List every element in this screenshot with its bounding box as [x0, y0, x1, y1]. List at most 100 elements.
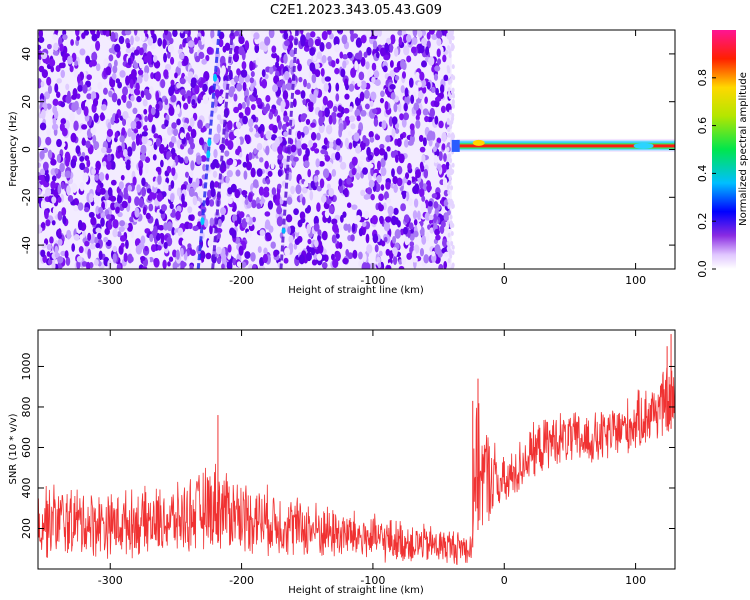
noise-cell	[98, 172, 105, 182]
noise-cell	[46, 43, 52, 50]
noise-cell	[147, 122, 153, 131]
noise-cell	[447, 190, 451, 196]
noise-cell	[124, 30, 132, 36]
noise-cell	[192, 254, 198, 263]
noise-cell	[395, 128, 400, 134]
noise-cell	[135, 55, 142, 64]
noise-cell	[125, 47, 132, 54]
noise-cell	[308, 69, 313, 79]
noise-cell	[242, 115, 248, 125]
noise-cell	[396, 137, 402, 147]
noise-cell	[443, 261, 448, 269]
spectrogram-x-ticks: -300 -200 -100 0 100	[98, 30, 646, 287]
noise-cell	[264, 160, 269, 170]
noise-cell	[400, 85, 405, 94]
noise-cell	[77, 84, 83, 92]
noise-cell	[234, 220, 239, 227]
noise-cell	[290, 144, 297, 153]
streak-line	[196, 30, 221, 269]
noise-cell	[176, 82, 181, 89]
noise-cell	[451, 103, 455, 109]
noise-cell	[328, 187, 335, 197]
noise-cell	[374, 244, 379, 253]
noise-cell	[354, 109, 361, 118]
noise-cell	[52, 117, 57, 126]
noise-cell	[215, 246, 222, 255]
noise-cell	[59, 162, 65, 173]
noise-cell	[148, 203, 154, 212]
noise-cell	[170, 79, 175, 86]
noise-cell	[103, 58, 109, 68]
noise-cell	[317, 244, 324, 254]
noise-cell	[265, 233, 272, 242]
noise-cell	[142, 206, 147, 216]
noise-cell	[238, 36, 245, 45]
noise-cell	[386, 265, 392, 269]
noise-cell	[228, 87, 234, 98]
noise-cell	[335, 82, 340, 92]
noise-cell	[293, 214, 299, 223]
noise-cell	[140, 144, 147, 155]
noise-cell	[355, 214, 361, 222]
noise-cell	[332, 223, 339, 233]
noise-cell	[257, 150, 263, 159]
noise-cell	[184, 156, 189, 164]
noise-cell	[88, 211, 95, 218]
noise-cell	[157, 37, 163, 47]
noise-cell	[448, 53, 452, 59]
noise-cell	[296, 139, 302, 149]
noise-cell	[265, 130, 272, 140]
noise-cell	[238, 152, 243, 158]
noise-cell	[56, 78, 62, 84]
heatmap-layer	[38, 30, 675, 269]
noise-cell	[335, 251, 341, 262]
noise-cell	[335, 138, 342, 146]
noise-cell	[284, 70, 290, 81]
noise-cell	[274, 137, 280, 148]
noise-cell	[421, 154, 426, 163]
noise-cell	[227, 244, 232, 253]
noise-cell	[382, 65, 388, 73]
noise-cell	[273, 250, 278, 257]
colorbar: 0.0 0.2 0.4 0.6 0.8 Normalized spectral ampl…	[696, 30, 749, 278]
noise-cell	[233, 93, 238, 102]
noise-cell	[246, 231, 252, 239]
noise-cell	[60, 101, 66, 108]
noise-cell	[277, 183, 282, 190]
noise-cell	[409, 123, 415, 131]
noise-cell	[314, 38, 321, 47]
noise-cell	[449, 253, 453, 259]
noise-cell	[355, 145, 362, 154]
noise-cell	[219, 118, 225, 125]
noise-cell	[93, 259, 99, 266]
noise-cell	[193, 37, 198, 45]
noise-cell	[76, 35, 80, 41]
noise-cell	[412, 30, 418, 37]
noise-cell	[226, 159, 233, 166]
noise-cell	[116, 195, 123, 204]
noise-cell	[47, 149, 53, 159]
noise-cell	[378, 204, 384, 212]
noise-cell	[86, 93, 92, 100]
noise-cell	[163, 241, 168, 249]
noise-cell	[354, 60, 359, 71]
noise-cell	[176, 104, 181, 115]
noise-cell	[225, 175, 230, 184]
noise-cell	[71, 243, 76, 252]
noise-cell	[152, 55, 158, 63]
noise-cell	[166, 165, 172, 174]
noise-cell	[436, 137, 442, 144]
noise-cell	[115, 206, 120, 214]
noise-cell	[216, 256, 222, 265]
noise-cell	[218, 38, 224, 48]
noise-cell	[259, 229, 266, 237]
noise-cell	[303, 78, 307, 88]
noise-cell	[237, 103, 243, 111]
noise-cell	[38, 36, 45, 43]
noise-cell	[138, 242, 145, 250]
noise-cell	[336, 30, 342, 34]
noise-cell	[227, 120, 233, 131]
noise-cell	[234, 188, 241, 199]
noise-cell	[141, 177, 146, 187]
signal-onset	[451, 139, 460, 152]
